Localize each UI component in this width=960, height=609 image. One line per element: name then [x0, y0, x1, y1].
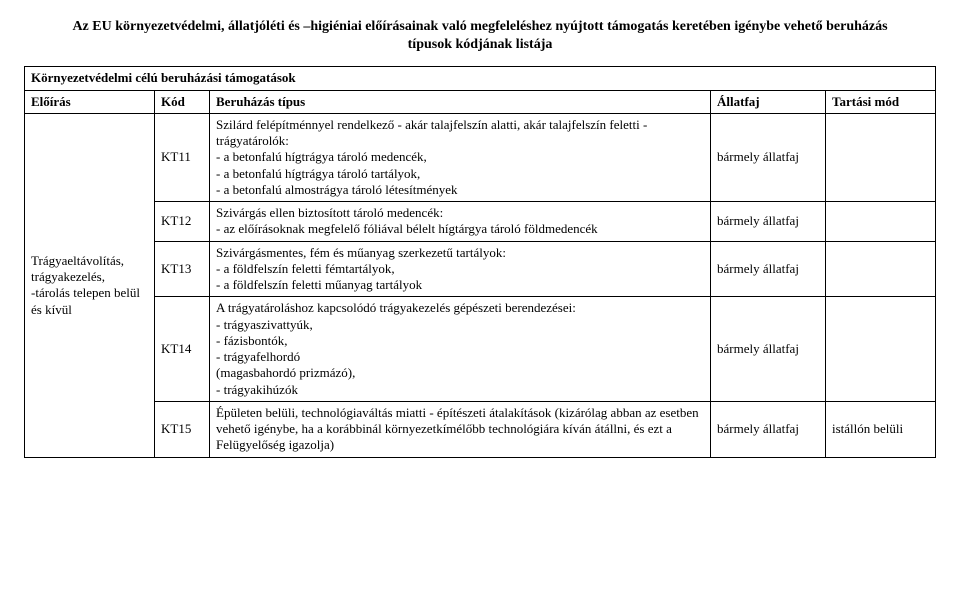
section-header-row: Környezetvédelmi célú beruházási támogat…	[25, 67, 936, 90]
mode-cell	[826, 297, 936, 402]
code-cell: KT14	[155, 297, 210, 402]
mode-cell	[826, 113, 936, 201]
mode-cell	[826, 241, 936, 297]
desc-cell: Épületen belüli, technológiaváltás miatt…	[210, 401, 711, 457]
title-line-1: Az EU környezetvédelmi, állatjóléti és –…	[72, 19, 887, 34]
species-cell: bármely állatfaj	[711, 202, 826, 242]
header-beruhazas: Beruházás típus	[210, 90, 711, 113]
header-eloiras: Előírás	[25, 90, 155, 113]
code-cell: KT12	[155, 202, 210, 242]
species-cell: bármely állatfaj	[711, 113, 826, 201]
rowgroup-label-cell: Trágyaeltávolítás, trágyakezelés, -tárol…	[25, 113, 155, 457]
table-row: KT15 Épületen belüli, technológiaváltás …	[25, 401, 936, 457]
title-line-2: típusok kódjának listája	[408, 37, 553, 52]
column-header-row: Előírás Kód Beruházás típus Állatfaj Tar…	[25, 90, 936, 113]
desc-cell: Szilárd felépítménnyel rendelkező - akár…	[210, 113, 711, 201]
header-kod: Kód	[155, 90, 210, 113]
desc-cell: Szivárgásmentes, fém és műanyag szerkeze…	[210, 241, 711, 297]
code-cell: KT11	[155, 113, 210, 201]
header-allatfaj: Állatfaj	[711, 90, 826, 113]
desc-cell: Szivárgás ellen biztosított tároló meden…	[210, 202, 711, 242]
page-title: Az EU környezetvédelmi, állatjóléti és –…	[24, 18, 936, 54]
mode-cell	[826, 202, 936, 242]
table-row: KT13 Szivárgásmentes, fém és műanyag sze…	[25, 241, 936, 297]
desc-cell: A trágyatároláshoz kapcsolódó trágyakeze…	[210, 297, 711, 402]
mode-cell: istállón belüli	[826, 401, 936, 457]
species-cell: bármely állatfaj	[711, 241, 826, 297]
species-cell: bármely állatfaj	[711, 401, 826, 457]
main-table: Környezetvédelmi célú beruházási támogat…	[24, 66, 936, 457]
code-cell: KT13	[155, 241, 210, 297]
header-tartasi-mod: Tartási mód	[826, 90, 936, 113]
table-row: Trágyaeltávolítás, trágyakezelés, -tárol…	[25, 113, 936, 201]
species-cell: bármely állatfaj	[711, 297, 826, 402]
code-cell: KT15	[155, 401, 210, 457]
table-row: KT14 A trágyatároláshoz kapcsolódó trágy…	[25, 297, 936, 402]
section-header-cell: Környezetvédelmi célú beruházási támogat…	[25, 67, 936, 90]
table-row: KT12 Szivárgás ellen biztosított tároló …	[25, 202, 936, 242]
